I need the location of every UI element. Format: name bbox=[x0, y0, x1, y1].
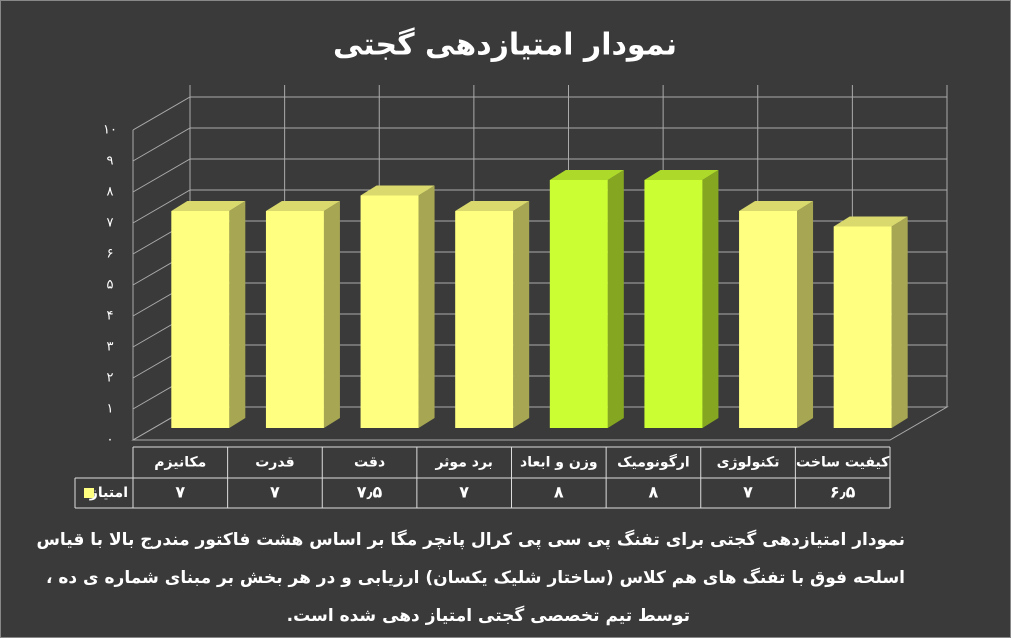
bar bbox=[833, 226, 892, 428]
bar-top bbox=[455, 201, 530, 211]
grid-line bbox=[132, 96, 947, 131]
y-tick-label: ۴ bbox=[107, 309, 114, 324]
y-tick-label: ۸ bbox=[107, 185, 114, 200]
grid-line bbox=[132, 127, 947, 162]
x-tick-label: مکانیزم bbox=[154, 455, 206, 471]
bar-side bbox=[229, 201, 246, 428]
x-tick-label: برد موثر bbox=[434, 455, 492, 471]
bar-side bbox=[607, 170, 624, 428]
bar-side bbox=[513, 201, 530, 428]
y-tick-label: ۱۰ bbox=[103, 123, 117, 138]
value-label: ۷٫۵ bbox=[357, 483, 383, 502]
caption-line: نمودار امتیازدهی گجتی برای تفنگ پی سی پی… bbox=[36, 529, 905, 550]
bar-top bbox=[739, 201, 814, 211]
x-tick-label: تکنولوژی bbox=[717, 455, 780, 471]
bar-side bbox=[418, 185, 435, 428]
chart-title: نمودار امتیازدهی گجتی bbox=[333, 27, 677, 63]
bar-top bbox=[644, 170, 719, 180]
y-tick-label: ۲ bbox=[107, 371, 114, 386]
bar bbox=[265, 211, 324, 428]
bar-top bbox=[265, 201, 340, 211]
value-label: ۷ bbox=[270, 483, 280, 502]
y-tick-label: ۰ bbox=[107, 433, 114, 448]
bar-top bbox=[549, 170, 624, 180]
x-tick-label: وزن و ابعاد bbox=[520, 455, 598, 471]
bar-side bbox=[797, 201, 814, 428]
legend-label: امتیاز bbox=[89, 485, 128, 501]
bar bbox=[360, 195, 419, 428]
bar-top bbox=[360, 185, 435, 196]
value-label: ۸ bbox=[649, 483, 659, 502]
bar-side bbox=[891, 216, 908, 428]
y-tick-label: ۹ bbox=[107, 154, 114, 169]
grid-line bbox=[132, 158, 947, 193]
bar bbox=[644, 180, 703, 428]
value-label: ۸ bbox=[554, 483, 564, 502]
caption-line: اسلحه فوق با تفنگ های هم کلاس (ساختار شل… bbox=[46, 567, 905, 588]
bar bbox=[739, 211, 798, 428]
value-label: ۷ bbox=[743, 483, 753, 502]
caption-line: توسط تیم تخصصی گجتی امتیاز دهی شده است. bbox=[287, 605, 690, 626]
bar bbox=[549, 180, 608, 428]
y-tick-label: ۳ bbox=[107, 340, 114, 355]
bar-side bbox=[702, 170, 719, 428]
value-label: ۷ bbox=[459, 483, 469, 502]
y-tick-label: ۱ bbox=[107, 402, 114, 417]
y-tick-label: ۷ bbox=[107, 216, 114, 231]
x-tick-label: کیفیت ساخت bbox=[796, 455, 890, 471]
value-label: ۷ bbox=[175, 483, 185, 502]
bar bbox=[455, 211, 514, 428]
x-tick-label: ارگونومیک bbox=[617, 454, 690, 471]
x-tick-label: قدرت bbox=[255, 455, 294, 471]
bar bbox=[171, 211, 230, 428]
bar-top bbox=[171, 201, 246, 211]
value-label: ۶٫۵ bbox=[830, 483, 856, 502]
legend-swatch bbox=[84, 488, 94, 498]
bar-top bbox=[833, 216, 908, 227]
y-tick-label: ۶ bbox=[107, 247, 114, 262]
y-tick-label: ۵ bbox=[107, 278, 114, 293]
x-tick-label: دقت bbox=[354, 455, 385, 471]
bar-side bbox=[323, 201, 340, 428]
